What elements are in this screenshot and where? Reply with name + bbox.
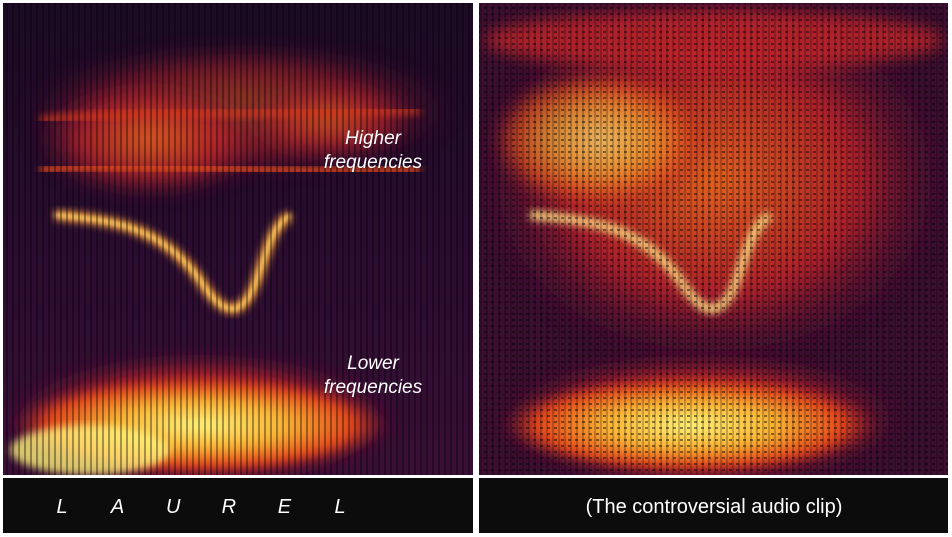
letter: U <box>166 496 181 518</box>
caption-strip <box>3 478 473 533</box>
annotation: frequencies <box>324 152 423 173</box>
annotation: Higher <box>345 128 402 149</box>
spectrogram-clip <box>479 3 948 475</box>
letter: A <box>110 496 124 518</box>
letter: E <box>278 496 292 518</box>
letter: R <box>222 496 236 518</box>
caption-strip <box>479 478 948 533</box>
annotation: Lower <box>347 353 399 374</box>
caption: (The controversial audio clip) <box>586 496 843 518</box>
letter: L <box>56 496 67 518</box>
spectrogram-laurel <box>3 3 473 475</box>
annotation: frequencies <box>324 377 423 398</box>
letter: L <box>334 496 345 518</box>
